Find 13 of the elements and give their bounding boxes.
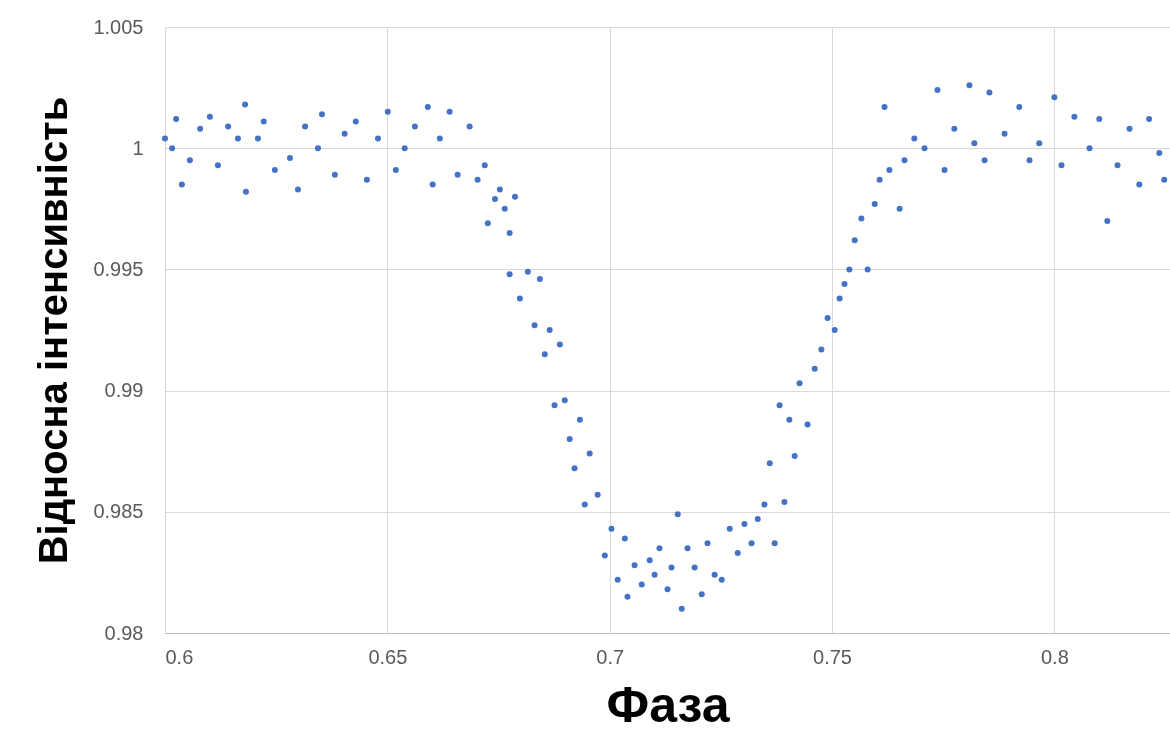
y-axis-title: Відносна інтенсивність [31, 96, 76, 565]
y-tick-label: 0.98 [104, 621, 144, 644]
y-tick-label: 1 [132, 136, 144, 159]
x-axis-title: Фаза [606, 676, 731, 733]
y-tick-label: 0.995 [93, 257, 144, 280]
x-tick-label: 0.75 [813, 645, 852, 668]
x-tick-label: 0.65 [368, 645, 408, 668]
y-tick-label: 0.99 [104, 379, 144, 402]
y-tick-label: 0.985 [93, 500, 144, 523]
x-tick-label: 0.6 [165, 645, 194, 668]
x-tick-label: 0.7 [596, 645, 625, 668]
x-tick-label: 0.8 [1040, 645, 1069, 668]
y-tick-label: 1.005 [93, 15, 144, 38]
